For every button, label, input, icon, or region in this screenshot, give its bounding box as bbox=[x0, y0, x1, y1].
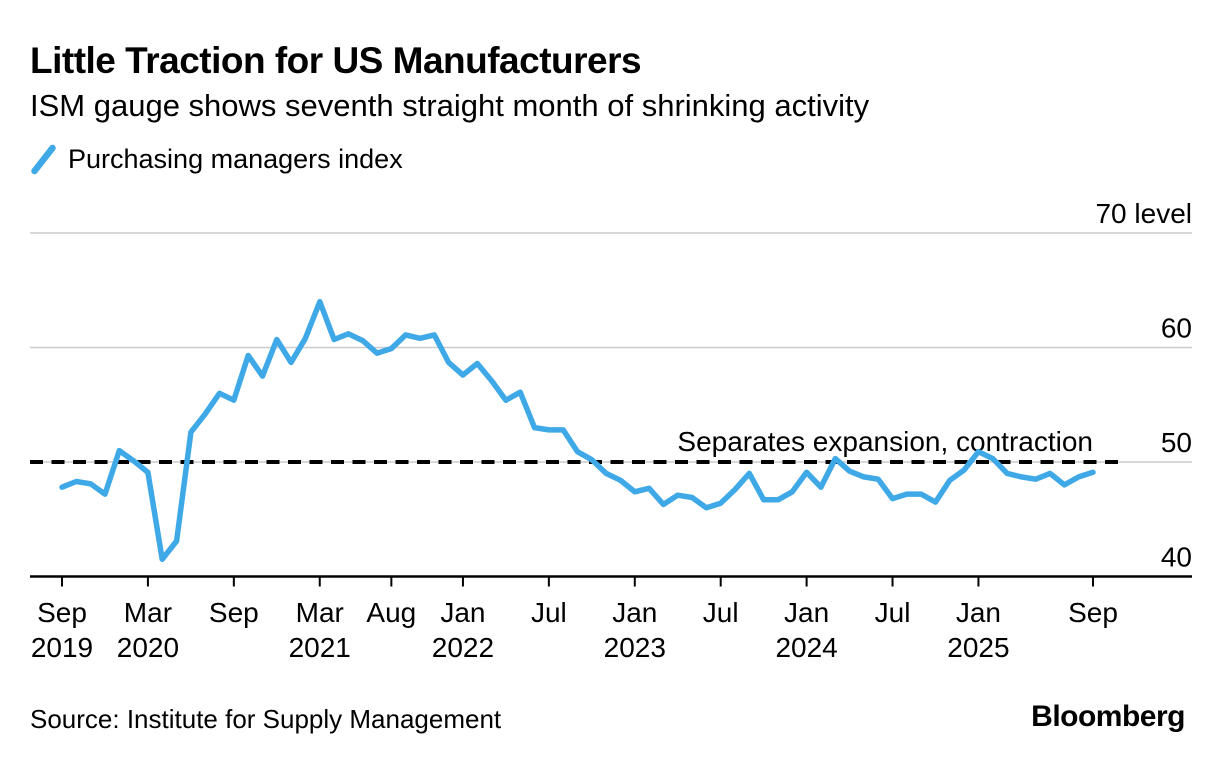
x-axis-month-label-72: Sep bbox=[1068, 597, 1118, 628]
y-axis-label-70: 70 level bbox=[1095, 198, 1192, 229]
x-axis-year-label-28: 2022 bbox=[432, 632, 494, 663]
x-axis-year-label-18: 2021 bbox=[289, 632, 351, 663]
chart-subtitle: ISM gauge shows seventh straight month o… bbox=[30, 88, 870, 123]
x-axis-month-label-28: Jan bbox=[440, 597, 485, 628]
pmi-line-series bbox=[59, 298, 1096, 563]
source-note: Source: Institute for Supply Management bbox=[30, 704, 502, 734]
x-axis-month-label-23: Aug bbox=[366, 597, 416, 628]
x-axis-year-label-64: 2025 bbox=[947, 632, 1009, 663]
x-axis-month-label-12: Sep bbox=[209, 597, 259, 628]
x-axis-month-label-18: Mar bbox=[296, 597, 344, 628]
x-axis-year-label-6: 2020 bbox=[117, 632, 179, 663]
x-axis-year-label-52: 2024 bbox=[775, 632, 837, 663]
y-axis-label-40: 40 bbox=[1161, 542, 1192, 573]
x-axis-month-label-34: Jul bbox=[531, 597, 567, 628]
x-axis-month-label-46: Jul bbox=[703, 597, 739, 628]
x-axis-year-label-0: 2019 bbox=[31, 632, 93, 663]
legend-label: Purchasing managers index bbox=[68, 144, 403, 174]
line-series-swatch-icon bbox=[31, 144, 56, 175]
reference-annotation: Separates expansion, contraction bbox=[677, 426, 1093, 457]
chart-title: Little Traction for US Manufacturers bbox=[30, 40, 642, 81]
legend: Purchasing managers index bbox=[30, 144, 403, 175]
y-axis-label-50: 50 bbox=[1161, 427, 1192, 458]
x-axis-month-label-64: Jan bbox=[956, 597, 1001, 628]
legend-slash-icon bbox=[31, 144, 56, 175]
x-axis-month-label-40: Jan bbox=[612, 597, 657, 628]
bloomberg-logo: Bloomberg bbox=[1031, 700, 1185, 733]
x-axis-month-label-52: Jan bbox=[784, 597, 829, 628]
x-axis-month-label-6: Mar bbox=[124, 597, 172, 628]
x-axis-month-label-58: Jul bbox=[875, 597, 911, 628]
y-axis-label-60: 60 bbox=[1161, 313, 1192, 344]
x-axis-year-label-40: 2023 bbox=[604, 632, 666, 663]
x-axis-month-label-0: Sep bbox=[37, 597, 87, 628]
